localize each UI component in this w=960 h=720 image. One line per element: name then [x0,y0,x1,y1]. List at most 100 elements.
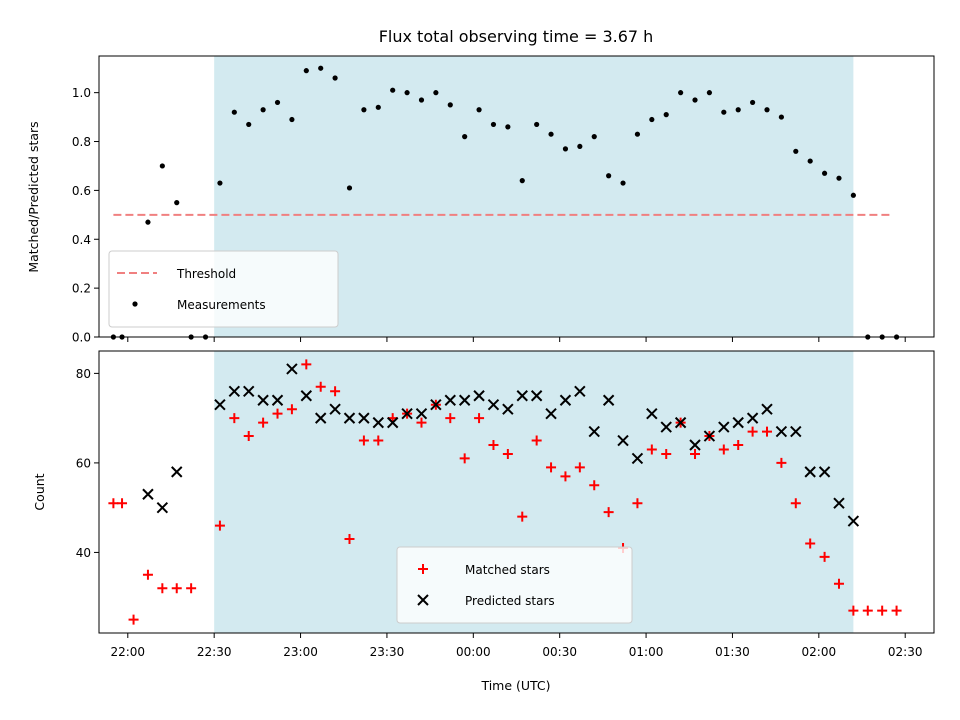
measurement-point [418,97,425,103]
measurement-point [821,170,828,176]
legend: Matched stars Predicted stars [396,546,633,624]
y-tick-label: 0.4 [72,233,91,247]
legend-marker-predicted [417,594,429,606]
matched-star-point [416,417,427,428]
predicted-star-point [516,390,528,402]
matched-star-point [574,462,585,473]
predicted-star-point [703,430,716,442]
matched-star-point [646,444,657,455]
predicted-star-point [142,488,154,500]
predicted-star-point [156,501,169,514]
matched-star-point [315,381,326,392]
measurement-point [145,219,151,225]
matched-star-point [790,498,801,509]
predicted-star-point [257,394,269,406]
matched-star-point [546,462,557,473]
measurement-point [505,124,511,130]
predicted-star-point [444,394,456,406]
predicted-star-point [343,412,356,424]
measurement-point [764,107,770,113]
matched-star-point [142,569,153,580]
matched-star-point [531,435,542,446]
measurement-point [678,90,684,96]
measurement-point [404,90,410,96]
matched-star-point [747,426,758,437]
x-tick-label: 02:30 [888,645,923,659]
legend-box [396,546,633,624]
matched-star-point [445,413,456,424]
y-tick-label: 1.0 [72,86,91,100]
predicted-star-point [689,439,701,451]
matched-star-point [718,444,729,455]
measurement-point [836,175,842,181]
legend-label: Threshold [176,267,236,281]
matched-star-point [690,448,701,459]
chart-title: Flux total observing time = 3.67 h [379,27,654,46]
y-tick-label: 80 [76,367,91,381]
measurement-point [620,180,626,186]
legend-label: Measurements [177,298,266,312]
predicted-star-point [228,385,241,397]
matched-star-point [502,448,513,459]
measurement-point [548,131,554,137]
predicted-star-point [358,412,370,424]
matched-star-point [632,498,643,509]
predicted-star-point [243,385,255,397]
x-tick-label: 01:30 [715,645,750,659]
matched-star-point [891,605,902,616]
measurement-point [246,121,252,128]
x-tick-label: 02:00 [802,645,837,659]
measurement-point [390,87,396,93]
predicted-star-point [833,497,845,509]
measurement-point [793,148,799,154]
predicted-star-point [804,466,816,478]
matched-star-point [214,520,225,531]
legend-marker-matched [418,564,428,574]
predicted-star-point [818,466,831,478]
legend-label: Matched stars [465,563,550,577]
matched-star-point [186,583,197,594]
predicted-star-point [415,407,428,420]
legend-box [108,250,339,328]
x-tick-label: 23:00 [283,645,318,659]
matched-star-point [373,435,384,446]
measurement-point [649,116,655,123]
matched-star-point [776,457,787,468]
matched-star-point [805,538,816,549]
measurement-point [634,131,641,137]
matched-star-point [358,435,369,446]
measurement-point [303,68,309,74]
measurement-point [476,107,482,113]
predicted-star-point [617,434,629,447]
legend-label: Predicted stars [465,594,555,608]
predicted-star-point [790,425,802,438]
ratio-panel: 0.0 0.2 0.4 0.6 0.8 1.0 Threshold Measurements [72,55,935,345]
x-tick-label: 00:30 [542,645,577,659]
measurement-point [663,112,669,118]
predicted-star-point [545,407,557,420]
series-matched-stars [108,359,902,625]
matched-star-point [272,408,283,419]
predicted-star-point [674,416,687,429]
predicted-star-point [430,399,442,411]
matched-star-point [344,534,355,544]
predicted-star-point [761,403,773,415]
predicted-star-point [171,466,183,478]
predicted-star-point [660,421,672,433]
measurement-point [721,109,727,115]
y-tick-label: 0.2 [72,282,91,296]
matched-star-point [229,413,240,424]
matched-star-point [603,507,614,518]
measurement-point [318,65,324,71]
measurement-point [577,143,583,150]
predicted-star-point [588,425,600,438]
predicted-star-point [458,394,471,406]
predicted-star-point [646,407,658,420]
measurement-point [361,107,367,113]
count-panel: 40 60 80 22:00 22:30 23:00 23:30 00:00 00:30 01:0… [76,350,935,659]
predicted-star-point [530,390,543,402]
measurement-point [706,90,713,96]
predicted-star-point [271,394,284,406]
measurement-point [606,173,612,179]
